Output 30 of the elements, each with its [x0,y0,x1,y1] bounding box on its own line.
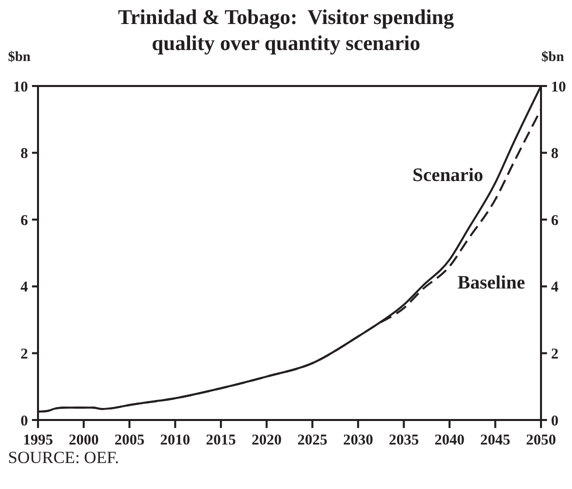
y2-tick-label: 10 [551,79,566,96]
y-tick-label: 4 [20,280,28,296]
y2-tick-label: 4 [551,280,559,296]
x-tick-label: 2005 [114,432,144,449]
y-tick-label: 6 [20,212,28,229]
y2-axis-title: $bn [541,50,564,66]
y-tick-label: 2 [20,346,28,363]
x-tick-label: 2010 [160,432,190,449]
series-label: Scenario [412,164,484,186]
x-tick-label: 2045 [480,432,510,449]
x-tick-label: 2050 [526,432,556,449]
series-label: Baseline [458,272,526,294]
x-tick-label: 2040 [434,432,465,449]
x-tick-label: 2030 [343,432,374,449]
y2-tick-label: 0 [551,413,558,430]
x-tick-label: 2000 [68,432,99,449]
y-tick-label: 10 [13,79,28,96]
y2-tick-label: 8 [551,146,558,162]
x-tick-label: 2015 [206,432,236,449]
x-tick-label: 2025 [297,432,328,449]
y-tick-label: 0 [20,413,28,430]
x-tick-label: 1995 [23,432,53,449]
x-tick-label: 2035 [388,432,419,449]
x-tick-label: 2020 [252,432,282,449]
source-note: SOURCE: OEF. [8,448,120,468]
y-axis-title: $bn [8,50,31,66]
y2-tick-label: 2 [551,346,558,363]
y-tick-label: 8 [20,146,28,162]
chart-title: Trinidad & Tobago: Visitor spending quality over quantity scenario [117,4,455,56]
y2-tick-label: 6 [551,212,559,229]
